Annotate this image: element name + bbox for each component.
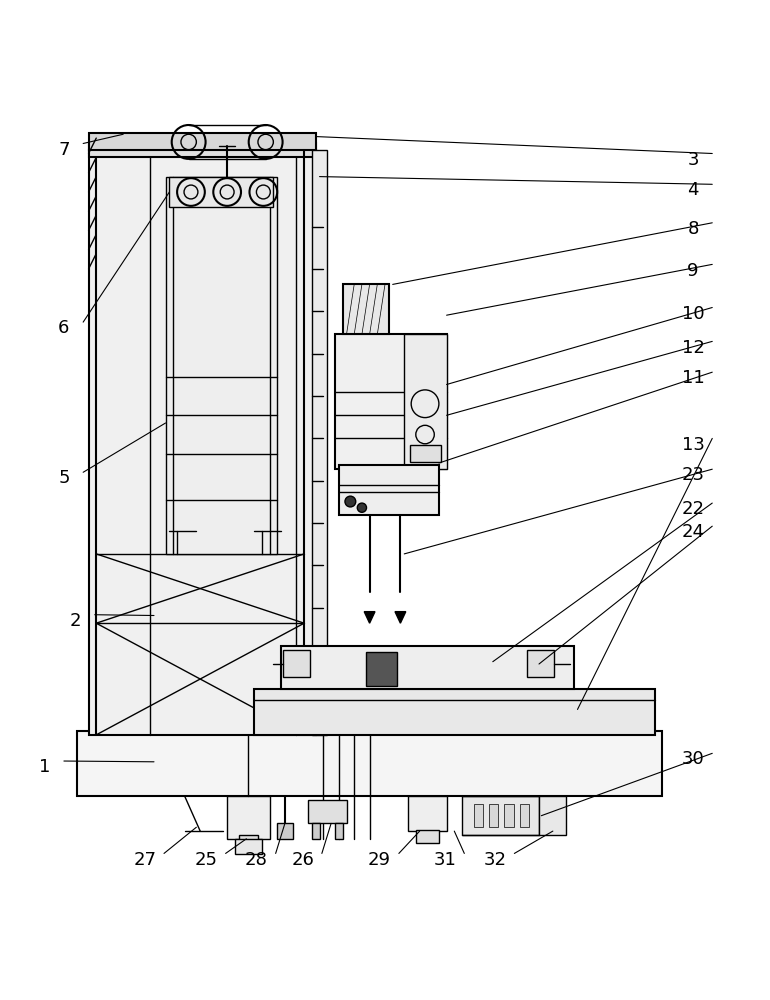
Bar — [335, 334, 447, 469]
Text: 9: 9 — [688, 262, 698, 280]
Bar — [308, 800, 346, 823]
Bar — [404, 334, 447, 469]
Text: 27: 27 — [133, 851, 156, 869]
Text: 2: 2 — [70, 612, 81, 630]
Text: 31: 31 — [434, 851, 457, 869]
Bar — [366, 652, 397, 686]
Bar — [489, 804, 498, 827]
Text: 24: 24 — [681, 523, 705, 541]
Bar — [77, 731, 662, 796]
Bar — [520, 804, 529, 827]
Text: 5: 5 — [59, 469, 69, 487]
Bar — [462, 796, 539, 835]
Bar — [89, 133, 316, 150]
Text: 1: 1 — [39, 758, 50, 776]
Bar — [474, 804, 483, 827]
Text: 25: 25 — [195, 851, 218, 869]
Text: 7: 7 — [59, 141, 69, 159]
Text: 32: 32 — [484, 851, 507, 869]
Bar — [335, 823, 343, 839]
Text: 8: 8 — [688, 220, 698, 238]
Bar — [254, 689, 654, 735]
Bar — [235, 839, 262, 854]
Bar — [343, 284, 389, 334]
Bar — [169, 177, 273, 207]
Bar — [504, 804, 514, 827]
Bar — [283, 650, 310, 677]
Bar — [239, 835, 258, 843]
Polygon shape — [364, 612, 375, 623]
Bar — [416, 830, 439, 843]
Bar — [166, 177, 277, 554]
Text: 4: 4 — [688, 181, 698, 199]
Bar — [312, 823, 320, 839]
Text: 6: 6 — [59, 319, 69, 337]
Text: 11: 11 — [681, 369, 705, 387]
Bar — [277, 823, 293, 839]
Text: 3: 3 — [688, 151, 698, 169]
Text: 13: 13 — [681, 436, 705, 454]
Bar — [89, 150, 316, 735]
Bar — [89, 143, 316, 157]
Bar — [408, 796, 447, 831]
Text: 12: 12 — [681, 339, 705, 357]
Bar — [312, 150, 327, 735]
Text: 10: 10 — [681, 305, 705, 323]
Text: 23: 23 — [681, 466, 705, 484]
Bar — [281, 646, 574, 689]
Polygon shape — [395, 612, 406, 623]
Bar — [527, 650, 554, 677]
Circle shape — [357, 503, 367, 512]
Text: 26: 26 — [291, 851, 314, 869]
Text: 22: 22 — [681, 500, 705, 518]
Bar — [539, 796, 566, 835]
Text: 29: 29 — [368, 851, 391, 869]
Bar — [227, 796, 270, 839]
Circle shape — [345, 496, 356, 507]
Bar — [339, 465, 439, 515]
Bar — [410, 445, 441, 462]
Text: 30: 30 — [681, 750, 705, 768]
Text: 28: 28 — [245, 851, 268, 869]
